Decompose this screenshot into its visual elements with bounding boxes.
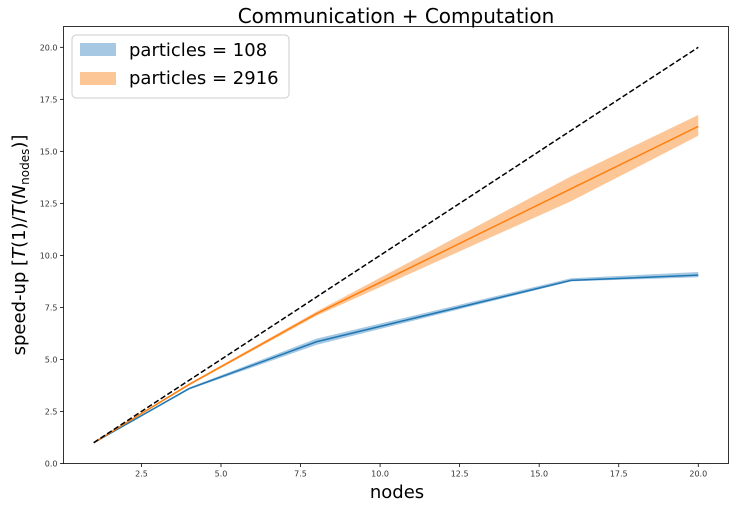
plot-frame xyxy=(63,26,729,464)
ideal-speedup-line xyxy=(93,46,699,444)
y-tick-label-6: 15.0 xyxy=(40,147,58,156)
legend-box xyxy=(71,34,290,99)
y-axis-ticks: 0.0 2.5 5.0 7.5 10.0 12.5 15.0 17.5 20.0 xyxy=(40,43,64,469)
legend-swatch-particles-2916 xyxy=(80,72,116,85)
y-tick-label-7: 17.5 xyxy=(40,95,58,104)
x-axis-label: nodes xyxy=(370,482,424,503)
y-tick-label-5: 12.5 xyxy=(40,199,58,208)
x-axis-ticks: 2.5 5.0 7.5 10.0 12.5 15.0 17.5 20.0 xyxy=(135,463,707,479)
x-tick-label-7: 20.0 xyxy=(689,470,707,479)
x-tick-label-0: 2.5 xyxy=(135,470,148,479)
x-tick-label-6: 17.5 xyxy=(610,470,628,479)
x-tick-label-1: 5.0 xyxy=(215,470,228,479)
y-tick-label-3: 7.5 xyxy=(45,303,58,312)
legend-swatch-particles-108 xyxy=(80,43,116,56)
y-tick-label-0: 0.0 xyxy=(45,460,58,469)
band-series-0 xyxy=(93,272,699,443)
line-series-1 xyxy=(93,125,699,444)
legend-label-particles-108: particles = 108 xyxy=(129,40,267,61)
band-series-1 xyxy=(93,114,699,443)
x-tick-label-2: 7.5 xyxy=(294,470,307,479)
legend-label-particles-2916: particles = 2916 xyxy=(129,68,279,89)
y-axis-label: speed-up [T(1)/T(Nnodes)] xyxy=(9,135,32,356)
chart-title: Communication + Computation xyxy=(238,4,555,28)
x-tick-label-4: 12.5 xyxy=(451,470,469,479)
legend: particles = 108 particles = 2916 xyxy=(71,34,290,99)
x-tick-label-3: 10.0 xyxy=(371,470,389,479)
y-tick-label-2: 5.0 xyxy=(45,355,58,364)
y-tick-label-1: 2.5 xyxy=(45,407,58,416)
y-tick-label-8: 20.0 xyxy=(40,43,58,52)
y-tick-label-4: 10.0 xyxy=(40,251,58,260)
line-series-0 xyxy=(93,274,699,444)
plot-marks xyxy=(93,46,699,444)
x-tick-label-5: 15.0 xyxy=(530,470,548,479)
